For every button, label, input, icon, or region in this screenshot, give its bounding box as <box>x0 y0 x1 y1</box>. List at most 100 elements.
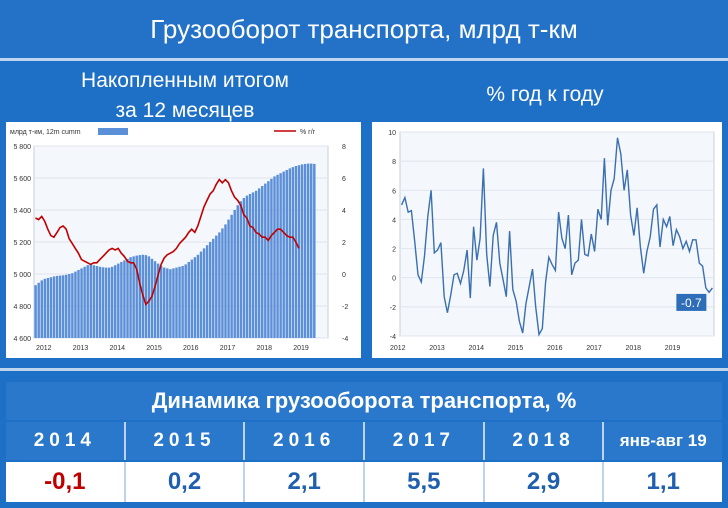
y-right-tick-label: 8 <box>342 144 346 151</box>
bar <box>147 256 151 338</box>
y-right-tick-label: -2 <box>342 304 348 311</box>
bar <box>282 171 285 338</box>
bar <box>110 266 114 338</box>
x-tick-label: 2018 <box>257 345 273 352</box>
bar <box>86 265 89 338</box>
x-tick-label: 2017 <box>586 345 602 352</box>
bar <box>135 255 138 338</box>
bar <box>34 285 37 338</box>
bar <box>144 255 148 338</box>
y-tick-label: 4 <box>392 217 396 224</box>
bar <box>245 195 249 338</box>
bar <box>83 266 86 338</box>
bar <box>205 245 209 338</box>
bar <box>132 256 135 338</box>
bar <box>120 262 123 338</box>
bar <box>202 248 206 338</box>
x-tick-label: 2014 <box>110 345 126 352</box>
bar <box>251 192 255 338</box>
bar <box>276 174 279 338</box>
bar <box>270 178 273 338</box>
x-tick-label: 2014 <box>469 345 485 352</box>
yoy-freight-chart: -4 -2 0 2 4 6 8 10 2012 2013 2014 2015 2016 2017 2018 2… <box>388 130 715 352</box>
bar <box>184 264 187 338</box>
bar <box>46 278 50 338</box>
bar <box>212 238 215 338</box>
bar <box>65 274 68 338</box>
y-tick-label: 6 <box>392 188 396 195</box>
bar <box>300 164 304 338</box>
bar <box>156 263 160 338</box>
bar <box>104 267 108 338</box>
header-divider <box>0 58 728 61</box>
bar <box>227 219 230 338</box>
bar <box>129 257 132 338</box>
table-value-cell: 1,1 <box>646 468 680 495</box>
bar <box>74 271 77 338</box>
y-left-tick-label: 5 600 <box>13 176 31 183</box>
bar <box>267 181 270 338</box>
table-year-cell: 2015 <box>126 422 246 460</box>
bar <box>77 270 80 338</box>
y-right-tick-label: 2 <box>342 240 346 247</box>
y-left-tick-label: 5 400 <box>13 208 31 215</box>
x-tick-label: 2013 <box>73 345 89 352</box>
bar <box>264 183 267 338</box>
bar <box>49 277 53 338</box>
y-tick-label: 0 <box>392 276 396 283</box>
bar <box>95 266 99 338</box>
table-year-cell: 2017 <box>365 422 485 460</box>
bar <box>230 214 233 338</box>
y-tick-label: 8 <box>392 159 396 166</box>
bar <box>224 224 227 338</box>
y-tick-label: 10 <box>388 130 396 137</box>
x-tick-label: 2016 <box>183 345 199 352</box>
left-subtitle: Накопленным итогом за 12 месяцев <box>20 66 350 126</box>
bar <box>68 274 71 338</box>
bar <box>166 268 169 338</box>
y-left-tick-label: 4 800 <box>13 304 31 311</box>
x-tick-label: 2013 <box>429 345 445 352</box>
bar <box>218 232 221 338</box>
y-right-tick-label: 0 <box>342 272 346 279</box>
bar <box>58 275 62 338</box>
bar <box>40 280 43 338</box>
legend-bar-label: млрд т-км, 12m cumm <box>10 129 81 136</box>
table-value-cell: 2,9 <box>485 462 605 502</box>
x-tick-label: 2016 <box>547 345 563 352</box>
bar <box>190 259 194 338</box>
y-right-tick-label: 6 <box>342 176 346 183</box>
bar <box>181 266 184 338</box>
bar <box>89 264 92 338</box>
bar <box>294 166 298 338</box>
bar <box>248 194 252 338</box>
bar <box>199 251 203 338</box>
bar <box>297 165 301 338</box>
table-value-row: -0,1 0,2 2,1 5,5 2,9 1,1 <box>6 462 722 502</box>
cumulative-freight-chart: 4 600 4 800 5 000 5 200 5 400 5 600 5 800 -4 -2 0… <box>10 128 348 352</box>
y-tick-label: -2 <box>390 305 396 312</box>
x-tick-label: 2019 <box>293 345 309 352</box>
legend-bar-swatch <box>98 128 128 135</box>
bar <box>71 273 74 338</box>
left-subtitle-line2: за 12 месяцев <box>115 99 255 122</box>
bar <box>37 282 40 338</box>
table-value-cell: 0,2 <box>126 462 246 502</box>
bar <box>92 265 96 338</box>
bar <box>291 167 295 338</box>
bar <box>153 261 157 338</box>
bar <box>261 186 264 338</box>
bar <box>114 265 117 338</box>
bar <box>187 262 190 338</box>
bar <box>175 267 178 338</box>
bar <box>117 263 120 338</box>
right-subtitle: % год к году <box>486 83 604 106</box>
bar <box>55 275 59 338</box>
y-tick-label: -4 <box>390 334 396 341</box>
table-year-cell: 2014 <box>6 422 126 460</box>
bar <box>193 257 197 338</box>
bar <box>306 163 310 338</box>
table-year-cell: 2016 <box>245 422 366 460</box>
bar <box>313 163 316 338</box>
bar <box>279 173 282 338</box>
